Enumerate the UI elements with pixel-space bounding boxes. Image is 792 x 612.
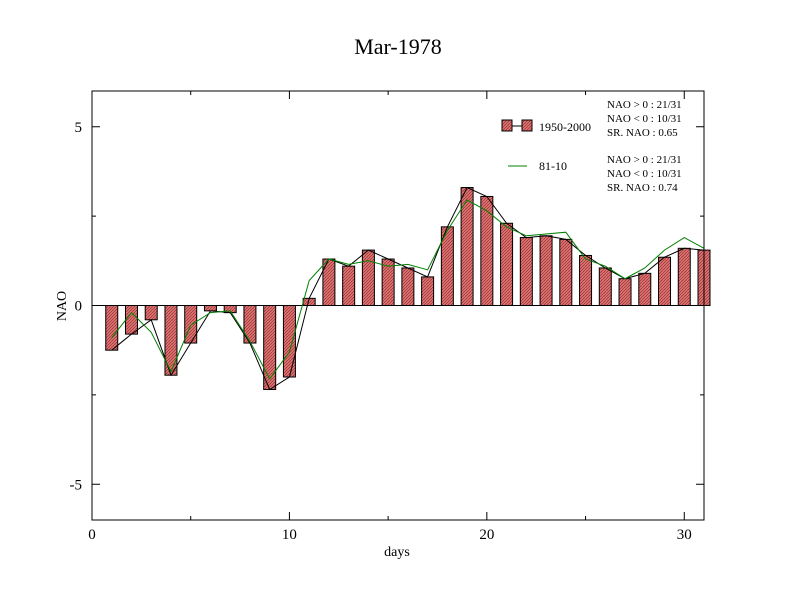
x-tick-label: 0 xyxy=(88,527,96,543)
legend-bar-swatch-right xyxy=(521,119,533,132)
bar-day-14 xyxy=(361,249,375,306)
legend-label-1950-2000: 1950-2000 xyxy=(539,120,591,134)
bar-day-13 xyxy=(342,265,356,306)
legend: 1950-2000 81-10 xyxy=(501,119,591,173)
bar-day-10 xyxy=(282,305,296,378)
bar-day-26 xyxy=(598,267,612,306)
bar-day-5 xyxy=(184,305,198,344)
bar-day-9 xyxy=(263,305,277,391)
bar-day-20 xyxy=(480,195,494,306)
bar-day-25 xyxy=(579,254,593,306)
y-axis-label: NAO xyxy=(55,291,70,321)
bar-day-21 xyxy=(500,222,514,306)
bar-day-6 xyxy=(203,305,217,312)
legend-label-81-10: 81-10 xyxy=(539,159,567,173)
stats-line: NAO > 0 : 21/31 xyxy=(607,99,682,111)
y-tick-label: 5 xyxy=(75,120,83,136)
y-tick-label: -5 xyxy=(70,477,83,493)
legend-bar-swatch-left xyxy=(501,119,513,132)
chart-title: Mar-1978 xyxy=(354,34,442,59)
bar-day-28 xyxy=(638,272,652,307)
bar-day-27 xyxy=(618,278,632,306)
bar-day-19 xyxy=(460,187,474,306)
stats-panel: NAO > 0 : 21/31 NAO < 0 : 10/31 SR. NAO : … xyxy=(607,99,682,194)
bar-day-22 xyxy=(519,237,533,306)
bar-day-29 xyxy=(658,256,672,306)
axis-ticks: 0 10 20 30 -5 0 5 xyxy=(70,91,704,543)
series-1950-2000-line xyxy=(111,186,705,391)
bar-day-30 xyxy=(677,247,691,307)
x-tick-label: 30 xyxy=(677,527,692,543)
bar-day-2 xyxy=(124,305,138,335)
bar-day-3 xyxy=(144,305,158,321)
stats-line: SR. NAO : 0.65 xyxy=(607,127,678,139)
bar-day-16 xyxy=(401,267,415,306)
stats-line: NAO < 0 : 10/31 xyxy=(607,168,682,180)
bar-day-17 xyxy=(421,276,435,306)
y-tick-label: 0 xyxy=(75,299,83,315)
bar-day-24 xyxy=(559,238,573,306)
series-81-10-line xyxy=(111,199,705,380)
x-axis-label: days xyxy=(384,545,410,560)
bar-day-1 xyxy=(105,305,119,351)
bar-day-12 xyxy=(322,258,336,306)
plot-area xyxy=(92,186,711,391)
bar-day-23 xyxy=(539,235,553,307)
stats-line: NAO > 0 : 21/31 xyxy=(607,154,682,166)
x-tick-label: 10 xyxy=(282,527,297,543)
stats-line: SR. NAO : 0.74 xyxy=(607,182,678,194)
stats-line: NAO < 0 : 10/31 xyxy=(607,113,682,125)
x-tick-label: 20 xyxy=(479,527,494,543)
